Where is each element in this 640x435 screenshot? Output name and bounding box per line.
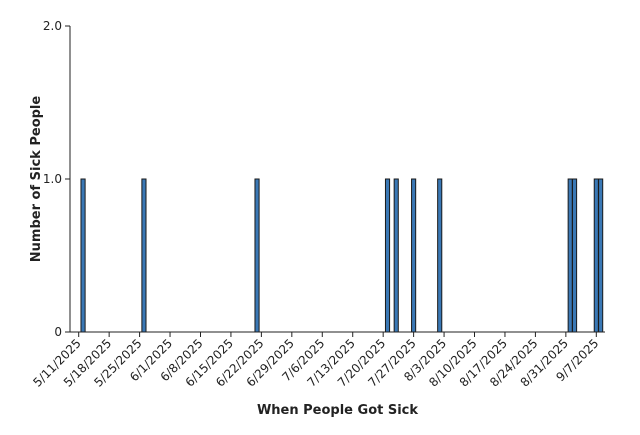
bar	[598, 178, 604, 333]
x-axis-title: When People Got Sick	[257, 403, 418, 418]
bar	[437, 178, 443, 333]
bar	[593, 178, 599, 333]
bar	[571, 178, 578, 333]
bar	[393, 178, 399, 333]
y-tick-label: 1.0	[43, 172, 62, 186]
y-ticks: 0 1.0 2.0	[43, 19, 70, 339]
bar	[567, 178, 573, 333]
bar	[80, 178, 86, 333]
y-tick-label: 2.0	[43, 19, 62, 33]
bar	[254, 178, 260, 333]
y-axis-title: Number of Sick People	[29, 96, 44, 263]
bar	[411, 178, 417, 333]
bar	[384, 178, 391, 333]
bars-layer	[80, 178, 604, 333]
bar	[141, 178, 147, 333]
y-tick-label: 0	[54, 325, 62, 339]
x-ticks: 5/11/20255/18/20255/25/20256/1/20256/8/2…	[30, 332, 601, 390]
